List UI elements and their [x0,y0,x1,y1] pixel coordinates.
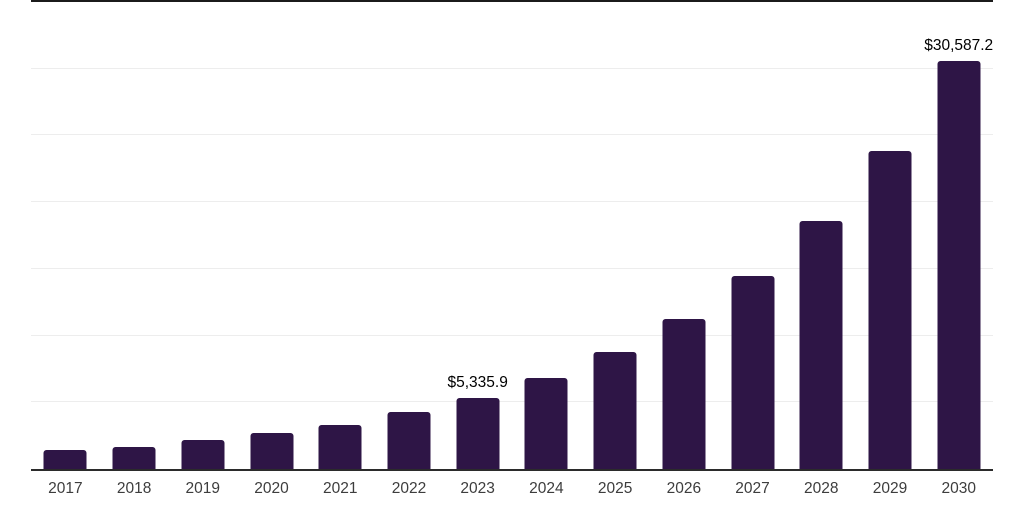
bar-2025 [593,351,637,469]
bar-slot-2028 [787,2,856,469]
bar-slot-2027 [718,2,787,469]
bar-2030 [937,60,981,469]
bar-slot-2025 [581,2,650,469]
bar-2029 [868,150,912,469]
x-axis-label-2017: 2017 [48,480,83,497]
x-axis-label-2020: 2020 [254,480,289,497]
x-axis-label-2022: 2022 [391,480,427,497]
bar-slot-2018 [100,2,169,469]
bar-2026 [662,318,706,469]
x-axis-label-2029: 2029 [872,480,908,497]
x-axis-label-2019: 2019 [185,480,221,497]
bar-slot-2024 [512,2,581,469]
gridline-5000 [31,401,993,403]
x-axis-label-2030: 2030 [941,480,976,497]
x-axis-label-2021: 2021 [322,480,358,497]
x-axis-label-2023: 2023 [460,480,495,497]
bar-slot-2029 [856,2,925,469]
bar-slot-2020 [237,2,306,469]
bar-2021 [318,424,362,469]
bar-2023 [456,397,500,469]
plot-area: $5,335.9 $30,587.2 [31,0,993,471]
bar-2028 [799,221,843,469]
bar-2020 [250,432,294,469]
gridline-25000 [31,134,993,136]
x-axis-label-2025: 2025 [597,480,633,497]
bar-2019 [181,440,225,469]
x-axis-label-2027: 2027 [735,480,770,497]
bar-2017 [43,450,87,469]
value-label-2023: $5,335.9 [447,374,508,392]
bar-2024 [524,377,568,469]
gridline-15000 [31,267,993,269]
x-axis: 2017 2018 2019 2020 2021 2022 2023 2024 2025 2026… [31,478,993,500]
gridline-30000 [31,67,993,69]
bar-slot-2017 [31,2,100,469]
x-axis-label-2028: 2028 [804,480,839,497]
bar-slot-2021 [306,2,375,469]
value-label-2030: $30,587.2 [924,37,994,55]
bar-2018 [112,446,156,469]
x-axis-label-2018: 2018 [116,480,152,497]
bar-2027 [731,275,775,469]
bars-layer: $5,335.9 $30,587.2 [31,2,993,469]
gridline-10000 [31,334,993,336]
gridline-20000 [31,201,993,203]
bar-2022 [387,412,431,469]
bar-slot-2026 [649,2,718,469]
x-axis-label-2024: 2024 [529,480,564,497]
bar-slot-2019 [168,2,237,469]
bar-slot-2023: $5,335.9 [443,2,512,469]
bar-slot-2030: $30,587.2 [924,2,993,469]
bar-slot-2022 [375,2,444,469]
x-axis-label-2026: 2026 [666,480,702,497]
